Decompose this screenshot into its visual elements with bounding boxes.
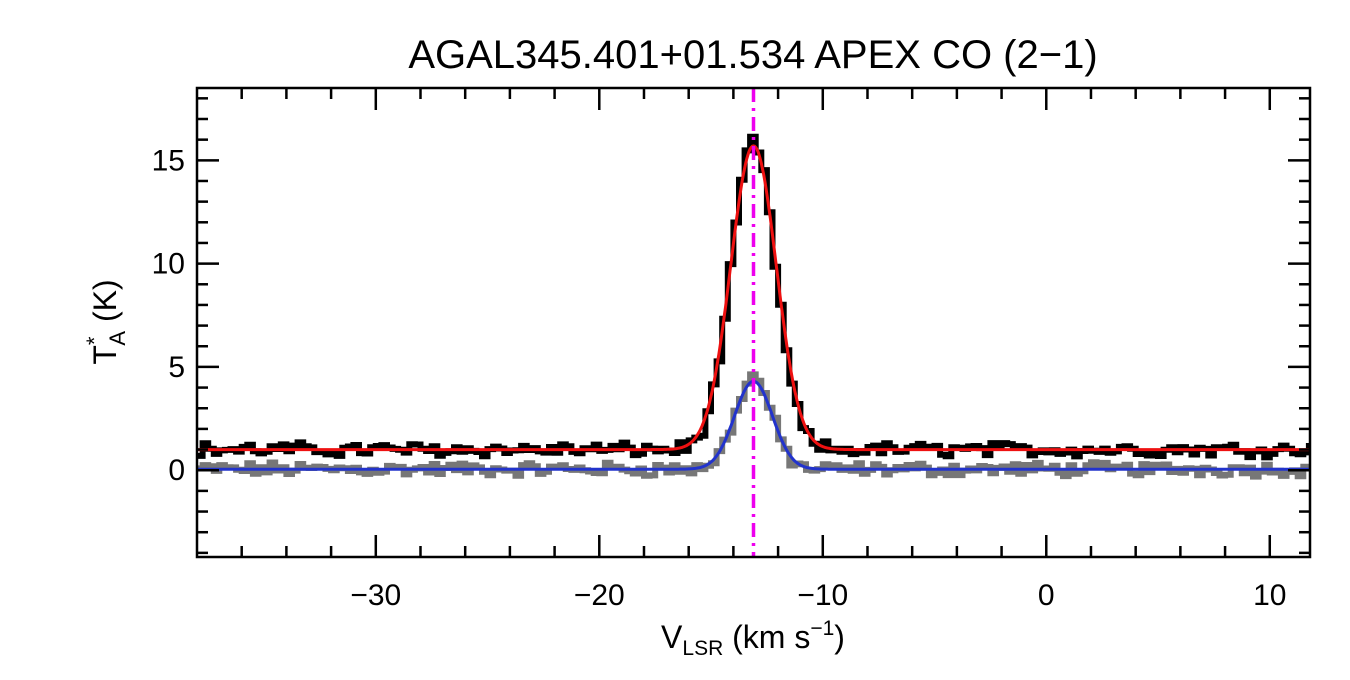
- y-tick-label: 5: [168, 351, 185, 384]
- y-axis-label-sub: A: [105, 331, 130, 346]
- x-axis-label-close: ): [834, 619, 845, 655]
- y-tick-label: 15: [152, 144, 185, 177]
- x-axis-label-sub: LSR: [682, 637, 723, 660]
- chart-title: AGAL345.401+01.534 APEX CO (2−1): [408, 33, 1097, 77]
- y-axis-label-sup: *: [82, 336, 107, 345]
- spectrum-step-0: [197, 133, 1310, 461]
- x-tick-label: 0: [1038, 579, 1055, 612]
- x-axis-label-main: V: [661, 619, 683, 655]
- y-axis-label: T*A (K): [82, 279, 130, 364]
- x-tick-label: −10: [797, 579, 848, 612]
- x-axis-label-unit: (km s: [723, 619, 810, 655]
- x-axis-label-sup: −1: [810, 617, 834, 640]
- y-tick-label: 10: [152, 248, 185, 281]
- x-tick-label: 10: [1253, 579, 1286, 612]
- tick-layer: [197, 88, 1310, 557]
- spectrum-step-2: [197, 371, 1310, 480]
- y-axis-label-unit: (K): [87, 279, 123, 331]
- x-tick-label: −20: [574, 579, 625, 612]
- tick-label-layer: −30 −20 −10 0 10 0 5 10 15: [152, 144, 1287, 612]
- x-tick-label: −30: [350, 579, 401, 612]
- x-axis-label: VLSR (km s−1): [661, 617, 845, 660]
- y-tick-label: 0: [168, 454, 185, 487]
- y-axis-label-main: T: [87, 345, 123, 365]
- plot-frame: [195, 86, 1312, 559]
- series-layer: [197, 133, 1310, 480]
